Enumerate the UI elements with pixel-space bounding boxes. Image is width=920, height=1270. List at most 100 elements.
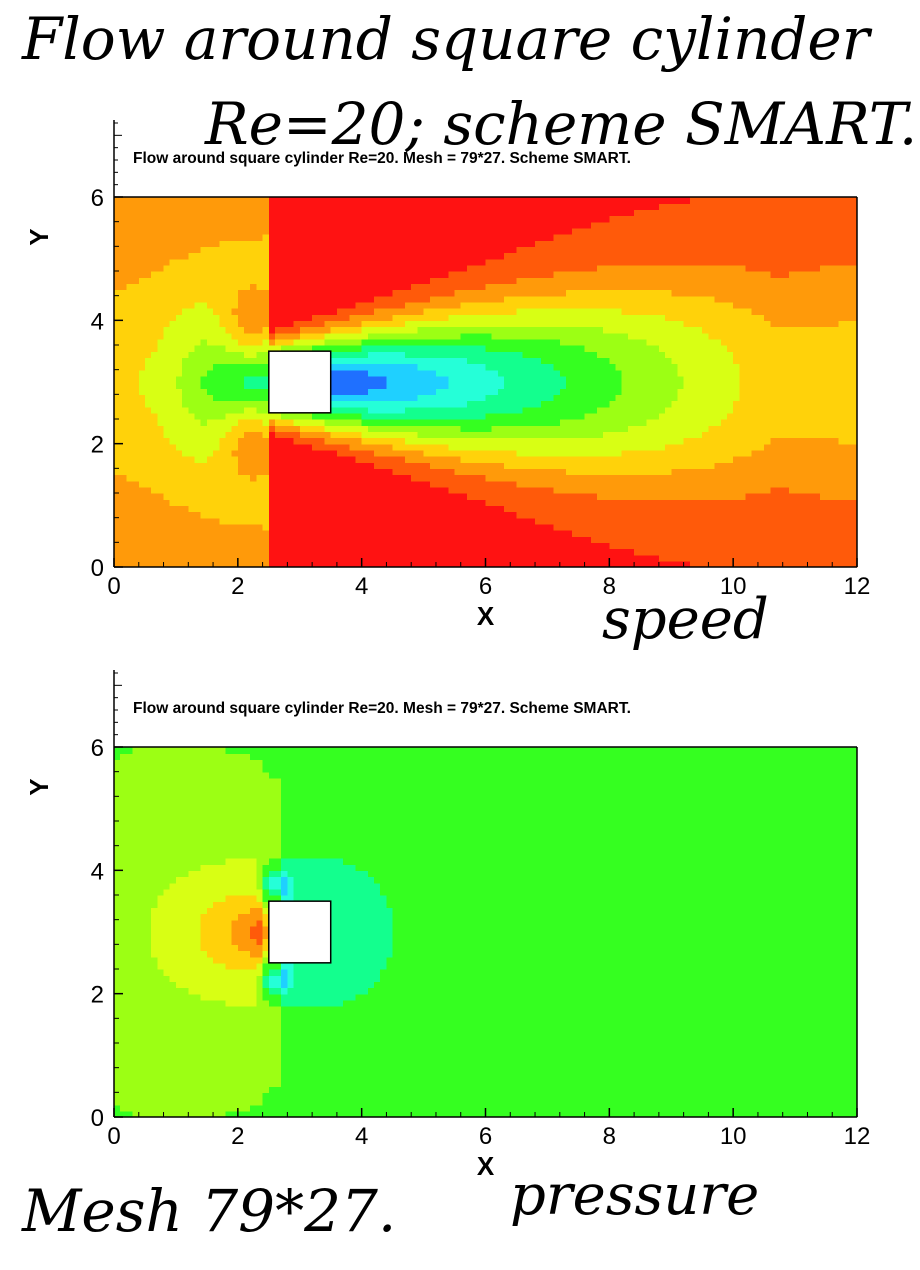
contour-cell xyxy=(114,493,121,500)
contour-cell xyxy=(281,271,288,278)
contour-cell xyxy=(219,369,227,377)
contour-cell xyxy=(466,258,474,266)
contour-cell xyxy=(516,289,524,297)
contour-cell xyxy=(361,271,369,278)
contour-cell xyxy=(244,252,251,260)
contour-cell xyxy=(411,517,418,525)
contour-cell xyxy=(435,505,443,513)
contour-cell xyxy=(225,536,233,543)
contour-cell xyxy=(621,493,629,500)
contour-cell xyxy=(343,462,350,469)
contour-cell xyxy=(615,301,623,309)
contour-cell xyxy=(559,357,567,365)
contour-cell xyxy=(603,375,610,383)
contour-cell xyxy=(312,246,319,254)
contour-cell xyxy=(244,517,251,525)
contour-cell xyxy=(318,536,326,543)
contour-cell xyxy=(305,221,313,229)
contour-cell xyxy=(250,388,258,395)
contour-cell xyxy=(466,412,474,420)
contour-cell xyxy=(516,301,524,309)
contour-cell xyxy=(163,375,171,383)
contour-cell xyxy=(423,283,431,291)
contour-cell xyxy=(299,511,307,519)
contour-cell xyxy=(355,536,363,543)
contour-cell xyxy=(367,480,375,488)
contour-cell xyxy=(485,203,493,210)
contour-cell xyxy=(336,264,344,272)
contour-cell xyxy=(151,462,158,469)
contour-cell xyxy=(380,197,388,204)
contour-cell xyxy=(138,197,146,204)
contour-cell xyxy=(473,419,480,426)
contour-cell xyxy=(318,326,326,334)
contour-cell xyxy=(169,530,177,537)
contour-cell xyxy=(541,406,549,414)
contour-cell xyxy=(237,462,245,469)
contour-cell xyxy=(256,295,264,303)
contour-cell xyxy=(559,240,567,247)
contour-cell xyxy=(355,388,363,395)
contour-cell xyxy=(547,308,555,315)
contour-cell xyxy=(299,548,307,556)
contour-cell xyxy=(206,560,214,568)
contour-cell xyxy=(572,486,579,494)
contour-cell xyxy=(268,437,276,445)
contour-cell xyxy=(559,246,567,254)
contour-cell xyxy=(114,258,121,266)
contour-cell xyxy=(126,486,134,494)
contour-cell xyxy=(324,511,332,519)
contour-cell xyxy=(336,449,344,457)
contour-cell xyxy=(429,338,437,346)
contour-cell xyxy=(324,246,332,254)
contour-cell xyxy=(578,295,586,303)
contour-cell xyxy=(473,326,480,334)
contour-cell xyxy=(559,382,567,389)
contour-cell xyxy=(559,412,567,420)
contour-cell xyxy=(516,203,524,210)
contour-cell xyxy=(194,338,202,346)
contour-cell xyxy=(287,246,295,254)
contour-cell xyxy=(132,227,140,235)
contour-cell xyxy=(553,382,561,389)
contour-cell xyxy=(188,517,196,525)
contour-cell xyxy=(553,338,561,346)
contour-cell xyxy=(596,197,604,204)
contour-cell xyxy=(163,462,171,469)
contour-cell xyxy=(324,271,332,278)
contour-cell xyxy=(175,437,183,445)
contour-cell xyxy=(151,289,158,297)
contour-cell xyxy=(621,314,629,321)
contour-cell xyxy=(213,419,220,426)
contour-cell xyxy=(559,548,567,556)
contour-cell xyxy=(188,363,196,371)
contour-cell xyxy=(312,456,319,463)
contour-cell xyxy=(485,209,493,217)
contour-cell xyxy=(590,375,598,383)
contour-cell xyxy=(398,493,406,500)
contour-cell xyxy=(237,419,245,426)
contour-cell xyxy=(380,542,388,550)
contour-cell xyxy=(343,536,350,543)
contour-cell xyxy=(429,283,437,291)
contour-cell xyxy=(584,456,592,463)
contour-cell xyxy=(132,375,140,383)
contour-cell xyxy=(157,468,165,476)
contour-cell xyxy=(330,388,338,395)
contour-cell xyxy=(361,234,369,241)
contour-cell xyxy=(578,400,586,408)
contour-cell xyxy=(144,560,152,568)
contour-cell xyxy=(281,462,288,469)
contour-cell xyxy=(274,517,282,525)
contour-cell xyxy=(250,431,258,439)
contour-cell xyxy=(293,474,301,482)
contour-cell xyxy=(367,295,375,303)
contour-cell xyxy=(565,271,573,278)
contour-cell xyxy=(485,308,493,315)
contour-cell xyxy=(293,468,301,476)
contour-cell xyxy=(392,246,400,254)
contour-cell xyxy=(547,332,555,340)
contour-cell xyxy=(200,523,208,531)
contour-cell xyxy=(163,258,171,266)
contour-cell xyxy=(584,388,592,395)
